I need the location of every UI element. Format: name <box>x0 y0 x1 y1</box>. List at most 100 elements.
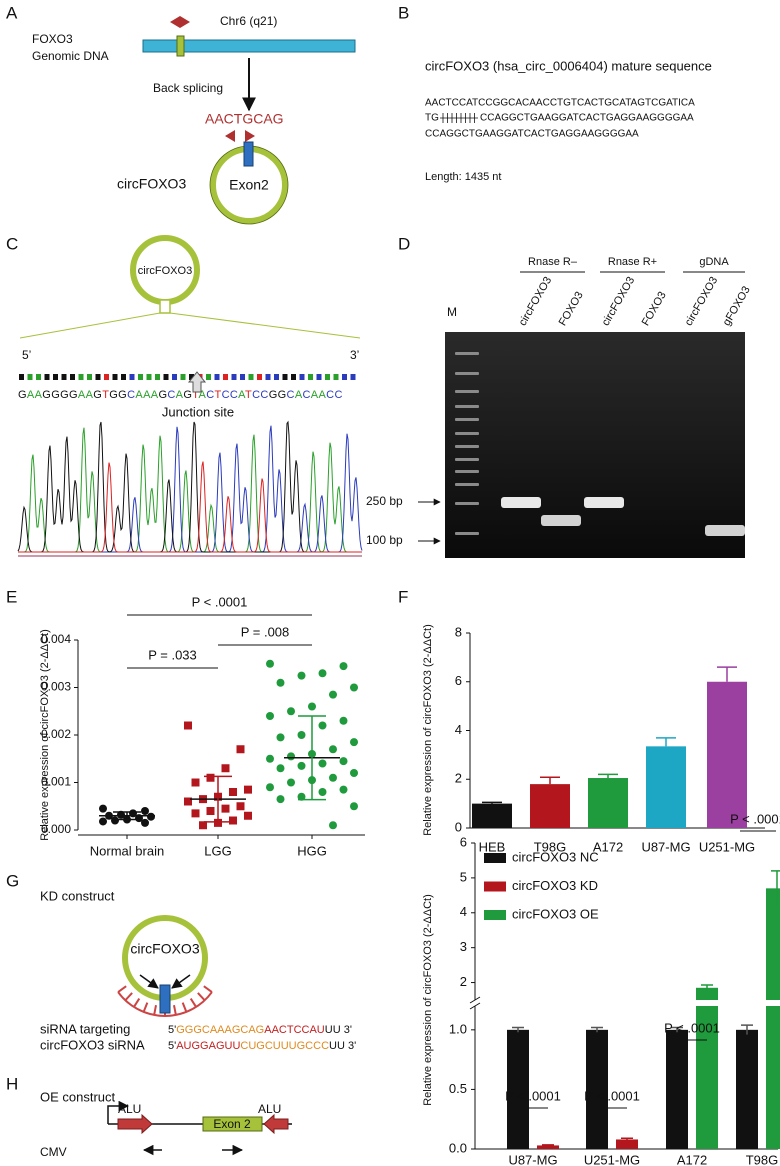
bar <box>586 1029 608 1149</box>
error-bar <box>656 737 676 747</box>
x-tick-label: T98G <box>746 1152 779 1166</box>
y-tick-label: 2 <box>460 974 467 989</box>
data-point <box>117 810 125 819</box>
data-point <box>191 778 200 787</box>
ladder-band <box>455 405 479 408</box>
marker-label: M <box>447 305 457 319</box>
y-tick-label: 3 <box>460 939 467 954</box>
sirna-sequence: 5'AUGGAGUUCUGCUUUGCCCUU 3' <box>168 1040 356 1052</box>
sirna-tooth <box>133 997 141 1008</box>
panel-label: F <box>398 587 408 606</box>
lane-label: circFOXO3 <box>683 275 721 328</box>
chromatogram-trace <box>18 461 362 553</box>
x-tick-label: LGG <box>204 843 231 858</box>
legend-swatch <box>484 853 506 863</box>
base-call <box>36 374 41 380</box>
data-point <box>318 759 327 768</box>
y-tick-label: 0.000 <box>41 822 71 836</box>
data-point <box>329 821 337 830</box>
p-value: P = .033 <box>148 647 197 662</box>
data-point <box>318 788 327 796</box>
base-call <box>299 374 305 380</box>
sequence-line: TG <box>425 113 439 124</box>
gel-band <box>541 515 581 526</box>
exon-label: Exon2 <box>229 177 269 193</box>
panel-label: B <box>398 3 409 22</box>
end-label: 3’ <box>350 348 359 362</box>
junction-marker <box>170 16 180 28</box>
error-bar <box>591 1026 603 1033</box>
base-call <box>70 374 75 380</box>
construct-label: KD construct <box>40 888 115 903</box>
y-tick-label: 4 <box>460 904 467 919</box>
base-call <box>95 374 101 380</box>
base-call <box>342 374 347 380</box>
data-point <box>266 659 274 668</box>
chromatogram-sequence: GAAGGGGAAGTGGCAAAGCAGTACTCCATCCGGCACAACC <box>18 389 343 401</box>
base-call <box>155 374 160 380</box>
sirna-tooth <box>181 1002 188 1013</box>
sirna-arc <box>117 991 213 1017</box>
y-tick-label: 1.0 <box>449 1021 467 1036</box>
base-call <box>112 374 118 380</box>
x-tick-label: Normal brain <box>90 843 164 858</box>
panel-label: D <box>398 234 410 253</box>
base-call <box>248 374 254 380</box>
y-tick-label: 2 <box>455 771 462 786</box>
bar-segment <box>507 1029 529 1149</box>
alu-label: ALU <box>118 1102 141 1116</box>
alu <box>117 1113 153 1135</box>
axis-break <box>469 996 481 1004</box>
sd-bar <box>298 715 326 801</box>
base-call <box>214 374 220 380</box>
alu-label: ALU <box>258 1102 281 1116</box>
data-point <box>287 707 295 716</box>
data-point <box>276 733 285 742</box>
ladder-band <box>455 352 479 355</box>
exon-block <box>159 984 171 1014</box>
data-point <box>276 764 285 773</box>
ladder-band <box>455 502 479 505</box>
sd-bar <box>204 775 232 823</box>
x-tick-label: A172 <box>593 839 623 854</box>
genomic-label: Genomic DNA <box>32 49 109 63</box>
data-point <box>339 662 348 671</box>
data-point <box>329 773 337 782</box>
bar <box>537 1145 559 1149</box>
panel-label: C <box>6 234 18 253</box>
panel-label: G <box>6 871 19 890</box>
data-point <box>141 807 149 815</box>
error-bar <box>540 776 560 785</box>
ladder-band <box>455 458 479 461</box>
circ-label: circFOXO3 <box>138 265 192 277</box>
panel-label: E <box>6 587 17 606</box>
panel-label: H <box>6 1074 18 1093</box>
base-call <box>61 374 67 380</box>
error-bar <box>701 984 713 991</box>
panel-label: A <box>6 3 18 22</box>
data-point <box>184 721 192 730</box>
lane-group: Rnase R+ <box>608 256 657 268</box>
x-tick-label: U251-MG <box>699 839 755 854</box>
x-tick-label: T98G <box>534 839 567 854</box>
sequence-part: 5' <box>168 1024 176 1036</box>
data-point <box>229 788 237 796</box>
bar <box>646 746 686 828</box>
gel <box>445 332 745 558</box>
sequence-part: UU 3' <box>325 1024 352 1036</box>
data-point <box>206 807 215 815</box>
ladder-band <box>455 470 479 473</box>
gel-band <box>705 525 745 536</box>
error-bar <box>621 1137 633 1141</box>
legend-label: circFOXO3 KD <box>512 878 598 893</box>
base-call <box>223 374 228 380</box>
base-call <box>172 374 177 380</box>
exon-block <box>243 141 254 167</box>
base-call <box>265 374 271 380</box>
sequence-line: CCAGGCTGAAGGATCACTGAGGAAGGGGAA <box>425 129 639 140</box>
p-value: P < .0001 <box>664 1020 720 1035</box>
lane-group: Rnase R– <box>528 256 578 268</box>
circ-label: circFOXO3 <box>117 176 186 192</box>
data-point <box>99 817 107 826</box>
base-call <box>129 374 135 380</box>
